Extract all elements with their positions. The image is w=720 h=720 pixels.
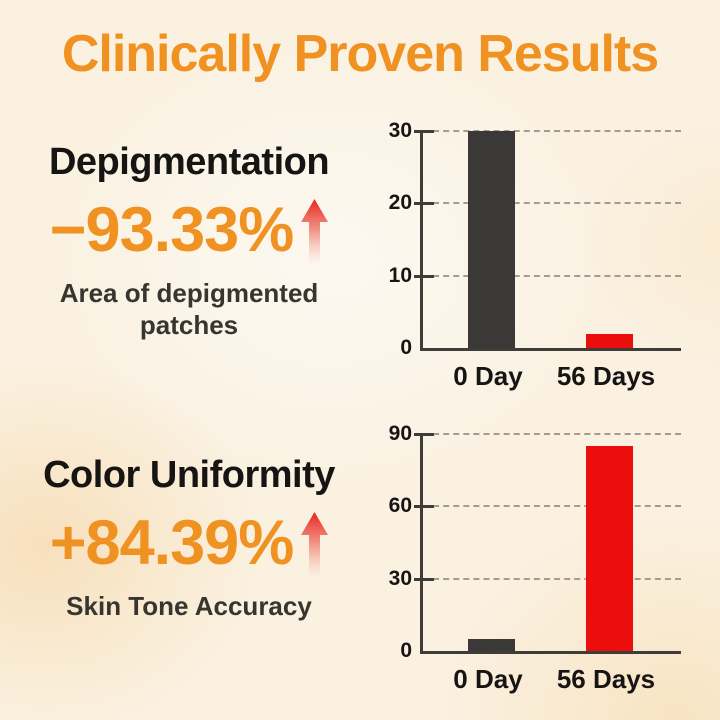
stat-section-depigmentation: Depigmentation −93.33% Area of depigment… xyxy=(0,141,378,342)
y-tick-label: 60 xyxy=(388,494,412,518)
bar-0-day xyxy=(467,639,515,651)
y-tick-label: 0 xyxy=(400,336,412,359)
y-tick-label: 30 xyxy=(388,566,412,590)
x-axis-label-0-day: 0 Day xyxy=(453,361,523,391)
stat-row: −93.33% xyxy=(0,197,378,271)
gridline-60 xyxy=(423,505,681,508)
stat-row: +84.39% xyxy=(0,510,378,584)
stat-section-color-uniformity: Color Uniformity +84.39% Skin Tone Accur… xyxy=(0,454,378,622)
tick-mark-20 xyxy=(414,202,434,206)
chart-plot-area xyxy=(414,433,681,654)
section-heading-color-uniformity: Color Uniformity xyxy=(43,454,335,496)
y-tick-label: 0 xyxy=(400,639,412,662)
tick-mark-30 xyxy=(414,577,434,581)
chart-depigmentation: 0 10 20 30 0 Day 56 Days xyxy=(378,118,708,408)
stat-value-color-uniformity: +84.39% xyxy=(49,507,294,578)
x-axis-label-0-day: 0 Day xyxy=(453,664,523,694)
y-tick-label: 10 xyxy=(388,263,412,287)
up-arrow-icon xyxy=(301,511,329,578)
x-axis-label-56-days: 56 Days xyxy=(556,361,656,391)
stat-value-depigmentation: −93.33% xyxy=(49,194,294,265)
gridline-10 xyxy=(423,274,681,277)
page-title: Clinically Proven Results xyxy=(61,25,659,83)
chart-color-uniformity: 0 30 60 90 0 Day 56 Days xyxy=(378,421,708,711)
gridline-30 xyxy=(423,130,681,132)
stat-description-depigmentation: Area of depigmented patches xyxy=(59,277,319,341)
gridline-20 xyxy=(423,202,681,205)
tick-mark-60 xyxy=(414,505,434,509)
tick-mark-10 xyxy=(414,274,434,278)
tick-mark-30 xyxy=(414,130,434,133)
bar-56-days xyxy=(585,334,633,348)
bar-0-day xyxy=(467,131,515,348)
chart-plot-area xyxy=(414,130,681,351)
x-axis-label-56-days: 56 Days xyxy=(556,664,656,694)
stat-description-color-uniformity: Skin Tone Accuracy xyxy=(66,590,312,621)
gridline-90 xyxy=(423,433,681,435)
section-heading-depigmentation: Depigmentation xyxy=(48,141,330,183)
y-tick-label: 90 xyxy=(388,422,412,445)
up-arrow-icon xyxy=(301,198,329,265)
y-tick-label: 30 xyxy=(388,119,412,142)
y-tick-label: 20 xyxy=(388,191,412,215)
gridline-30 xyxy=(423,577,681,580)
tick-mark-90 xyxy=(414,433,434,436)
bar-56-days xyxy=(585,446,633,651)
